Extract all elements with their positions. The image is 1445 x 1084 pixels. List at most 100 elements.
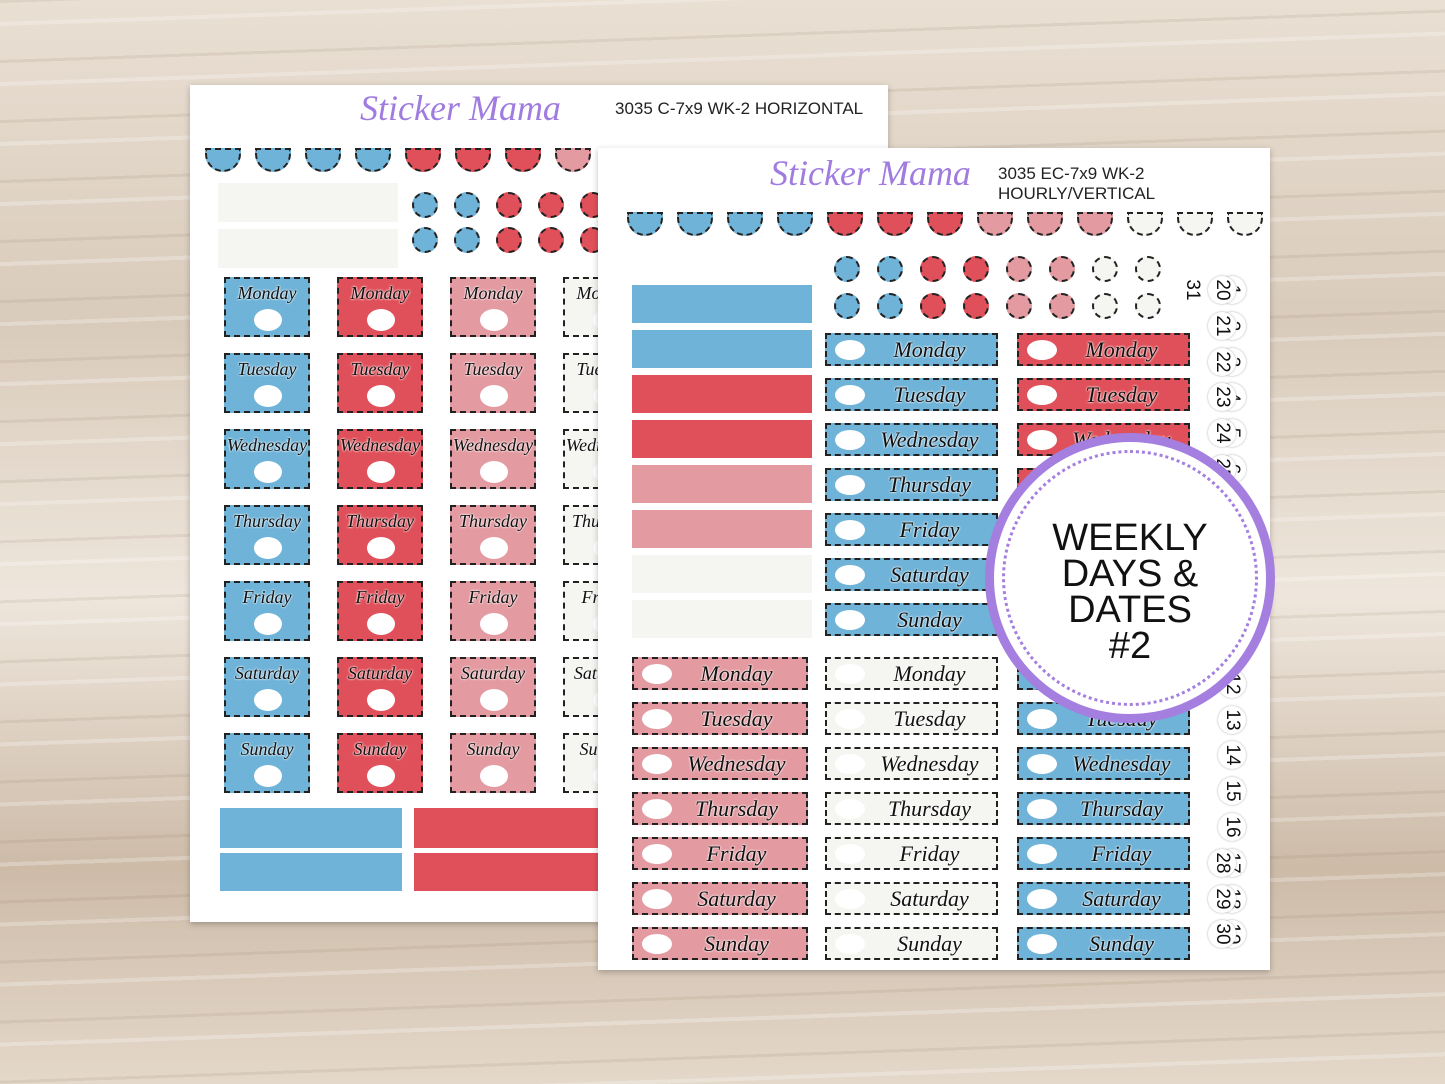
date-oval xyxy=(642,889,672,909)
day-sticker: Sunday xyxy=(337,733,423,793)
day-label: Monday xyxy=(700,661,773,686)
day-sticker: Thursday xyxy=(1017,792,1190,825)
date-oval xyxy=(480,309,508,331)
day-label: Saturday xyxy=(460,663,526,683)
bar-sticker xyxy=(632,285,812,323)
day-label: Sunday xyxy=(897,931,962,956)
day-label: Friday xyxy=(899,517,960,542)
circle-sticker xyxy=(1006,256,1032,282)
tab-sticker xyxy=(1077,212,1113,236)
day-sticker: Thursday xyxy=(337,505,423,565)
tab-sticker xyxy=(877,212,913,236)
date-oval xyxy=(367,765,395,787)
day-sticker: Tuesday xyxy=(450,353,536,413)
circle-sticker xyxy=(920,256,946,282)
day-sticker: Saturday xyxy=(825,882,998,915)
day-label: Tuesday xyxy=(463,359,523,379)
day-sticker: Thursday xyxy=(632,792,808,825)
circle-sticker xyxy=(963,256,989,282)
circle-sticker xyxy=(496,227,522,253)
date-oval xyxy=(1027,340,1057,360)
day-label: Sunday xyxy=(1089,931,1154,956)
day-label: Thursday xyxy=(458,511,527,531)
date-oval xyxy=(835,664,865,684)
day-sticker: Sunday xyxy=(825,603,998,636)
day-label: Saturday xyxy=(890,562,969,587)
date-oval xyxy=(835,520,865,540)
date-oval xyxy=(254,613,282,635)
date-oval xyxy=(480,765,508,787)
brand: Sticker Mama xyxy=(360,88,561,128)
day-sticker: Saturday xyxy=(450,657,536,717)
date-sticker: 14 xyxy=(1218,741,1246,770)
day-sticker: Wednesday xyxy=(337,429,423,489)
date-oval xyxy=(480,689,508,711)
day-sticker: Sunday xyxy=(632,927,808,960)
date-oval xyxy=(835,889,865,909)
day-sticker: Thursday xyxy=(825,792,998,825)
circle-sticker xyxy=(412,192,438,218)
day-label: Saturday xyxy=(234,663,300,683)
blank-sticker xyxy=(218,183,398,222)
date-oval xyxy=(367,309,395,331)
date-oval xyxy=(254,689,282,711)
date-oval xyxy=(1027,934,1057,954)
day-sticker: Friday xyxy=(825,837,998,870)
circle-sticker xyxy=(1092,293,1118,319)
day-label: Wednesday xyxy=(226,435,308,455)
day-label: Sunday xyxy=(897,607,962,632)
circle-sticker xyxy=(834,256,860,282)
circle-sticker xyxy=(920,293,946,319)
date-oval xyxy=(1027,430,1057,450)
day-sticker: Friday xyxy=(632,837,808,870)
date-oval xyxy=(835,340,865,360)
date-oval xyxy=(835,475,865,495)
tab-sticker xyxy=(827,212,863,236)
date-oval xyxy=(642,799,672,819)
tab-sticker xyxy=(1177,212,1213,236)
date-oval xyxy=(642,844,672,864)
day-label: Sunday xyxy=(353,739,407,759)
circle-sticker xyxy=(496,192,522,218)
day-label: Monday xyxy=(463,283,523,303)
day-label: Thursday xyxy=(345,511,414,531)
date-oval xyxy=(254,537,282,559)
circle-sticker xyxy=(454,192,480,218)
date-oval xyxy=(835,934,865,954)
tab-sticker xyxy=(1227,212,1263,236)
day-sticker: Sunday xyxy=(825,927,998,960)
date-oval xyxy=(642,934,672,954)
day-sticker: Tuesday xyxy=(632,702,808,735)
tab-sticker xyxy=(677,212,713,236)
date-oval xyxy=(642,664,672,684)
day-label: Friday xyxy=(355,587,405,607)
date-oval xyxy=(1027,709,1057,729)
date-sticker: 22 xyxy=(1208,347,1236,376)
tab-sticker xyxy=(727,212,763,236)
date-sticker: 15 xyxy=(1218,777,1246,806)
day-sticker: Monday xyxy=(1017,333,1190,366)
day-sticker: Wednesday xyxy=(825,747,998,780)
date-sticker: 23 xyxy=(1208,383,1236,412)
day-sticker: Tuesday xyxy=(337,353,423,413)
sheet-code: 3035 EC-7x9 WK-2 HOURLY/VERTICAL xyxy=(998,164,1156,203)
day-sticker: Saturday xyxy=(825,558,998,591)
day-label: Friday xyxy=(899,841,960,866)
circle-sticker xyxy=(1049,293,1075,319)
date-sticker: 24 xyxy=(1208,419,1236,448)
day-sticker: Saturday xyxy=(632,882,808,915)
tab-sticker xyxy=(305,148,341,172)
day-sticker: Monday xyxy=(337,277,423,337)
date-oval xyxy=(835,385,865,405)
date-sticker: 20 xyxy=(1208,276,1236,304)
bar-sticker xyxy=(632,465,812,503)
date-sticker: 21 xyxy=(1208,311,1236,340)
day-label: Saturday xyxy=(890,886,969,911)
circle-sticker xyxy=(1006,293,1032,319)
day-label: Sunday xyxy=(704,931,769,956)
date-oval xyxy=(835,565,865,585)
day-sticker: Wednesday xyxy=(1017,747,1190,780)
day-label: Thursday xyxy=(694,796,779,821)
day-sticker: Monday xyxy=(632,657,808,690)
date-oval xyxy=(367,461,395,483)
